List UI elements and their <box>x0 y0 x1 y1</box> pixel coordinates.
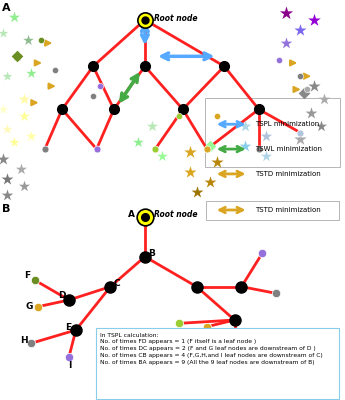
FancyBboxPatch shape <box>96 328 339 399</box>
Point <box>284 40 289 46</box>
Text: B: B <box>2 204 10 214</box>
Text: B: B <box>148 250 155 258</box>
Point <box>1 156 6 162</box>
Point <box>18 166 23 172</box>
FancyBboxPatch shape <box>205 98 340 167</box>
Point <box>242 123 248 129</box>
Text: A: A <box>128 210 135 219</box>
Text: TSTD minimization: TSTD minimization <box>255 171 321 177</box>
Point <box>1 30 6 36</box>
Point <box>297 27 303 33</box>
Point <box>208 179 213 185</box>
Point <box>135 139 141 146</box>
Point <box>21 96 27 102</box>
Point <box>301 90 306 96</box>
Point <box>194 189 199 195</box>
Text: In TSPL calculation:
No. of times FD appears = 1 (F itself is a leaf node )
No. : In TSPL calculation: No. of times FD app… <box>100 333 323 365</box>
Text: A: A <box>2 3 10 13</box>
Point <box>11 13 17 20</box>
Text: H: H <box>20 336 27 345</box>
Text: D: D <box>58 292 65 300</box>
Point <box>21 113 27 119</box>
Point <box>4 192 10 199</box>
Point <box>311 83 317 89</box>
Point <box>14 53 20 60</box>
Text: TSPL minimization: TSPL minimization <box>255 121 319 127</box>
Point <box>284 10 289 16</box>
Point <box>187 149 193 156</box>
Point <box>311 17 317 23</box>
Point <box>28 70 34 76</box>
Point <box>149 123 155 129</box>
Text: G: G <box>26 302 33 311</box>
Point <box>4 176 10 182</box>
Text: E: E <box>65 323 71 332</box>
Point <box>297 136 303 142</box>
Point <box>263 152 268 159</box>
Point <box>28 133 34 139</box>
Point <box>21 182 27 189</box>
Point <box>242 142 248 149</box>
Text: C: C <box>114 280 121 288</box>
Point <box>215 159 220 166</box>
Point <box>1 106 6 112</box>
Point <box>11 139 17 146</box>
Point <box>187 169 193 176</box>
Point <box>208 142 213 149</box>
Point <box>4 126 10 132</box>
Text: Root node: Root node <box>154 14 197 23</box>
FancyBboxPatch shape <box>206 201 339 220</box>
Point <box>25 36 30 43</box>
Point <box>4 73 10 79</box>
Point <box>308 110 313 116</box>
Text: TSWL minimization: TSWL minimization <box>255 146 322 152</box>
Point <box>322 96 327 102</box>
Point <box>263 133 268 139</box>
Text: TSTD minimization: TSTD minimization <box>255 207 321 213</box>
Text: Root node: Root node <box>154 210 197 219</box>
Text: F: F <box>24 272 30 280</box>
Point <box>159 152 165 159</box>
Point <box>14 53 20 60</box>
Point <box>318 123 324 129</box>
Text: I: I <box>68 362 71 370</box>
